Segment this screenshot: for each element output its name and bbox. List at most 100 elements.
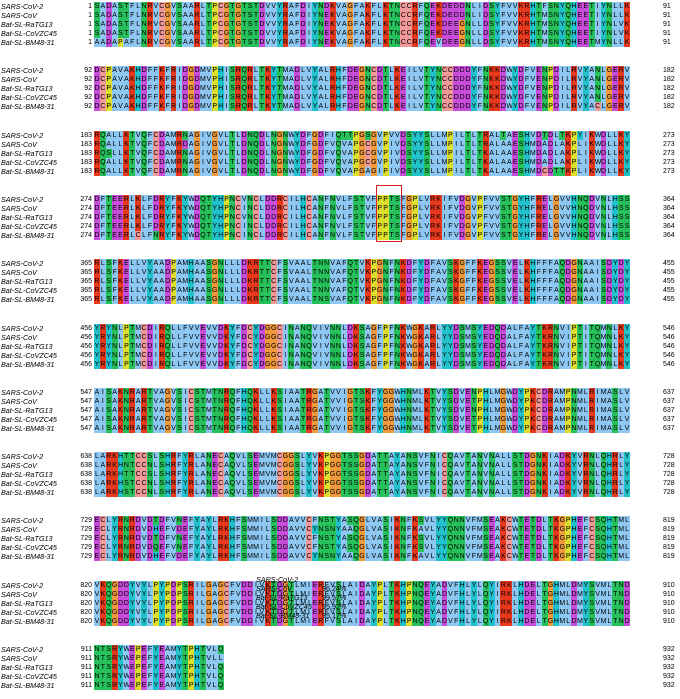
- residue: A: [435, 295, 442, 305]
- residue: P: [353, 130, 360, 140]
- residue: H: [606, 543, 613, 553]
- residue: Y: [529, 332, 536, 342]
- residue: K: [353, 341, 360, 351]
- residue: Y: [429, 102, 436, 112]
- residue: W: [506, 93, 513, 103]
- residue: F: [147, 130, 153, 140]
- residue: K: [400, 341, 407, 351]
- residue: L: [141, 203, 148, 213]
- residue: K: [253, 387, 259, 397]
- residue: I: [282, 387, 289, 397]
- residue: T: [547, 516, 554, 526]
- residue: C: [253, 230, 259, 240]
- residue: C: [270, 295, 277, 305]
- residue: V: [594, 203, 601, 213]
- residue: E: [482, 359, 489, 369]
- residue: A: [111, 2, 118, 11]
- residue: N: [476, 488, 483, 498]
- residue: N: [329, 230, 336, 240]
- residue: V: [441, 259, 448, 269]
- residue: N: [270, 139, 277, 149]
- residue: F: [376, 323, 383, 333]
- residue: S: [294, 488, 301, 498]
- residue: C: [306, 516, 312, 526]
- residue: I: [594, 295, 601, 305]
- residue: D: [241, 259, 248, 269]
- residue: N: [364, 102, 371, 112]
- residue: T: [382, 470, 389, 480]
- residue: V: [141, 277, 148, 287]
- residue: F: [294, 2, 301, 11]
- residue: S: [353, 461, 360, 471]
- residue: R: [94, 148, 100, 158]
- residue: M: [282, 84, 289, 94]
- residue: K: [382, 2, 389, 11]
- residue: T: [465, 479, 471, 489]
- residue: W: [512, 552, 519, 562]
- residue: D: [535, 139, 542, 149]
- residue: G: [359, 452, 365, 462]
- residue: V: [205, 323, 212, 333]
- residue: D: [164, 259, 171, 269]
- residue: T: [205, 203, 212, 213]
- residue: V: [152, 423, 159, 433]
- residue: G: [282, 580, 289, 590]
- residue: V: [618, 20, 625, 29]
- residue: Q: [559, 286, 566, 296]
- residue: I: [388, 148, 395, 158]
- residue: T: [541, 598, 548, 608]
- residue: V: [577, 470, 583, 480]
- residue: F: [376, 341, 383, 351]
- residue: F: [170, 212, 177, 222]
- residue: Y: [476, 359, 483, 369]
- residue: R: [105, 461, 112, 471]
- residue: D: [500, 359, 507, 369]
- residue: V: [258, 580, 265, 590]
- residue: E: [111, 230, 118, 240]
- residue: S: [359, 341, 365, 351]
- residue: M: [412, 414, 418, 424]
- residue: L: [147, 607, 153, 617]
- residue: Y: [311, 75, 318, 85]
- residue: L: [217, 654, 224, 663]
- end-position: 728: [663, 462, 675, 470]
- residue: D: [105, 11, 112, 20]
- residue: F: [388, 332, 395, 342]
- residue: K: [394, 84, 401, 94]
- residue: T: [423, 93, 430, 103]
- residue: R: [306, 387, 312, 397]
- residue: R: [276, 212, 283, 222]
- residue: D: [194, 203, 201, 213]
- residue: K: [541, 479, 548, 489]
- residue: V: [235, 461, 242, 471]
- residue: K: [423, 387, 430, 397]
- residue: F: [524, 66, 530, 76]
- residue: Y: [335, 552, 342, 562]
- residue: Q: [423, 38, 430, 47]
- residue: I: [594, 11, 601, 20]
- residue: R: [147, 20, 153, 29]
- residue: A: [376, 516, 383, 526]
- residue: V: [529, 102, 536, 112]
- residue: G: [571, 268, 578, 278]
- residue: G: [376, 277, 383, 287]
- residue: Q: [447, 461, 454, 471]
- residue: Q: [247, 387, 254, 397]
- residue: Y: [376, 405, 383, 415]
- residue: C: [364, 148, 371, 158]
- residue: V: [376, 157, 383, 167]
- residue: A: [294, 423, 301, 433]
- residue: I: [453, 166, 460, 176]
- start-position: 274: [80, 213, 92, 221]
- residue: G: [282, 607, 289, 617]
- residue: L: [624, 516, 631, 526]
- residue: L: [471, 157, 477, 167]
- residue: R: [129, 516, 136, 526]
- residue: E: [429, 11, 436, 20]
- end-position: 91: [663, 21, 671, 28]
- residue: T: [376, 470, 383, 480]
- residue: F: [412, 277, 418, 287]
- residue: T: [553, 166, 560, 176]
- residue: Y: [94, 350, 100, 360]
- residue: E: [353, 66, 360, 76]
